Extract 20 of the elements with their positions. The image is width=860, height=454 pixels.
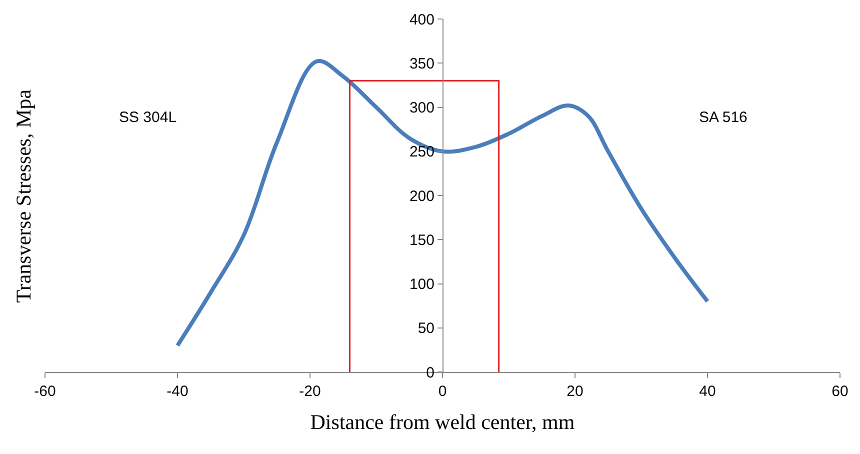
x-tick-label: -40 <box>166 383 188 400</box>
y-tick-label: 50 <box>418 320 434 338</box>
x-tick-label: 40 <box>699 383 716 400</box>
annotation: SS 304L <box>119 109 177 126</box>
annotation: SA 516 <box>699 109 748 126</box>
x-tick-label: 60 <box>832 383 848 400</box>
y-tick-label: 150 <box>409 232 434 249</box>
y-tick-label: 300 <box>409 100 434 116</box>
x-tick-label: 20 <box>566 383 584 400</box>
x-tick-label: 0 <box>438 383 447 400</box>
y-tick-label: 0 <box>426 364 434 382</box>
x-tick-label: -20 <box>299 383 321 400</box>
x-tick-label: -60 <box>34 383 56 400</box>
y-tick-label: 400 <box>409 11 434 28</box>
y-axis-title: Transverse Stresses, Mpa <box>12 88 36 303</box>
y-tick-label: 200 <box>409 188 434 205</box>
x-axis-title: Distance from weld center, mm <box>310 410 575 434</box>
y-tick-label: 350 <box>409 55 434 72</box>
y-tick-label: 100 <box>409 276 434 293</box>
y-tick-label: 250 <box>409 144 434 161</box>
